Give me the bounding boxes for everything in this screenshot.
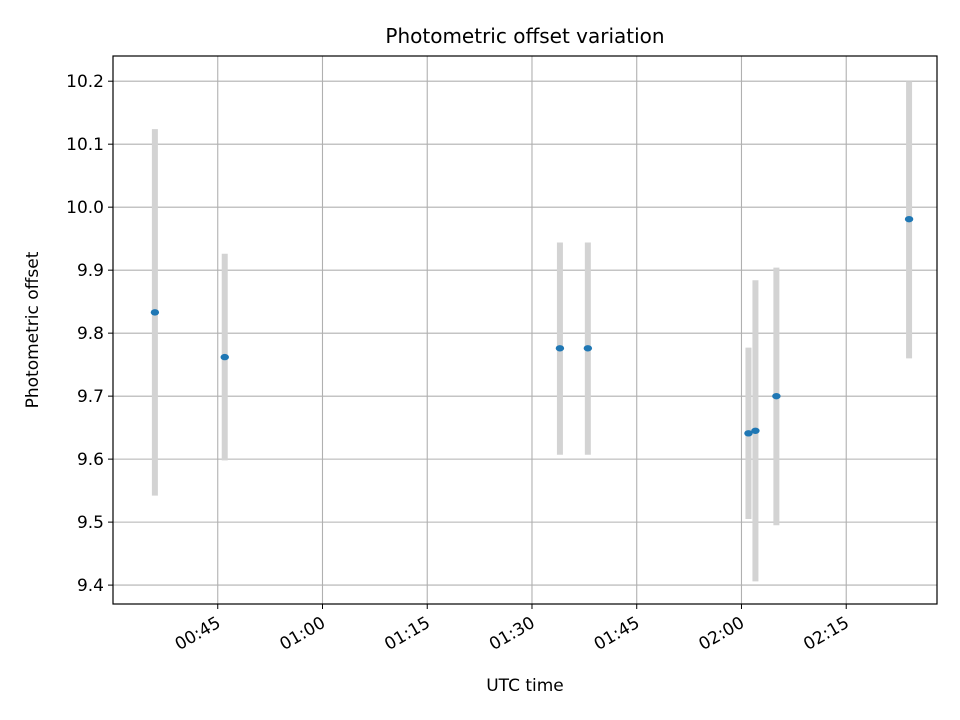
y-tick-label: 10.0 [66, 198, 104, 218]
y-tick-label: 9.9 [77, 261, 104, 281]
data-point [904, 215, 914, 223]
data-point [220, 353, 229, 361]
y-axis-label: Photometric offset [23, 251, 43, 408]
data-point [751, 427, 760, 434]
grid [113, 56, 937, 604]
y-tick-label: 9.8 [77, 324, 104, 344]
y-tick-label: 10.2 [66, 72, 104, 92]
y-tick-label: 9.6 [77, 450, 104, 470]
y-tick-label: 9.5 [77, 513, 104, 533]
x-axis-label: UTC time [486, 676, 564, 696]
y-tick-label: 9.7 [77, 387, 104, 407]
data-point [744, 430, 753, 437]
y-axis-ticks: 9.4 9.5 9.6 9.7 9.8 9.9 10.0 10.1 10.2 [66, 72, 113, 596]
plot-frame [112, 55, 938, 605]
chart-title: Photometric offset variation [385, 24, 664, 48]
y-tick-label: 9.4 [77, 576, 104, 596]
data-point [772, 392, 781, 400]
data-points [150, 215, 914, 437]
y-tick-label: 10.1 [66, 135, 104, 155]
data-point [555, 345, 565, 352]
data-point [150, 309, 160, 316]
data-point [583, 345, 593, 352]
